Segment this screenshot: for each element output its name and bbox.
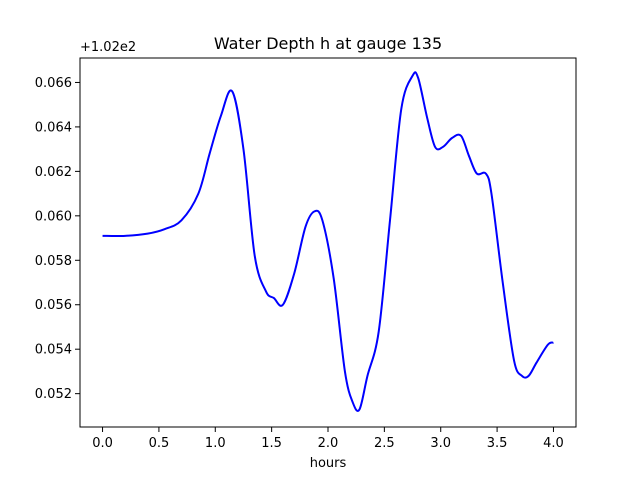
x-tick-label: 0.0 (92, 436, 113, 451)
x-tick-label: 4.0 (543, 436, 564, 451)
x-tick-label: 2.0 (318, 436, 339, 451)
x-tick-label: 0.5 (149, 436, 170, 451)
y-tick-label: 0.056 (35, 298, 72, 313)
y-tick-label: 0.054 (35, 343, 72, 358)
y-tick-label: 0.062 (35, 165, 72, 180)
x-tick-label: 3.5 (487, 436, 508, 451)
x-tick-label: 2.5 (374, 436, 395, 451)
series-line-0 (102, 71, 554, 412)
x-axis-label: hours (310, 456, 347, 471)
x-tick-label: 3.0 (430, 436, 451, 451)
x-axis: 0.0 0.5 1.0 1.5 2.0 2.5 3.0 3.5 4.0 (92, 427, 564, 451)
x-tick-label: 1.0 (205, 436, 226, 451)
y-tick-label: 0.060 (35, 209, 72, 224)
y-tick-label: 0.064 (35, 120, 72, 135)
plot-area (102, 71, 554, 412)
x-tick-label: 1.5 (261, 436, 282, 451)
y-tick-label: 0.066 (35, 76, 72, 91)
y-tick-label: 0.052 (35, 387, 72, 402)
y-tick-label: 0.058 (35, 254, 72, 269)
y-axis: 0.052 0.054 0.056 0.058 0.060 0.062 0.064 0.066 (35, 76, 80, 402)
plot-frame (79, 57, 577, 428)
chart-title: Water Depth h at gauge 135 (214, 34, 442, 53)
y-offset-text: +1.02e2 (80, 40, 136, 55)
